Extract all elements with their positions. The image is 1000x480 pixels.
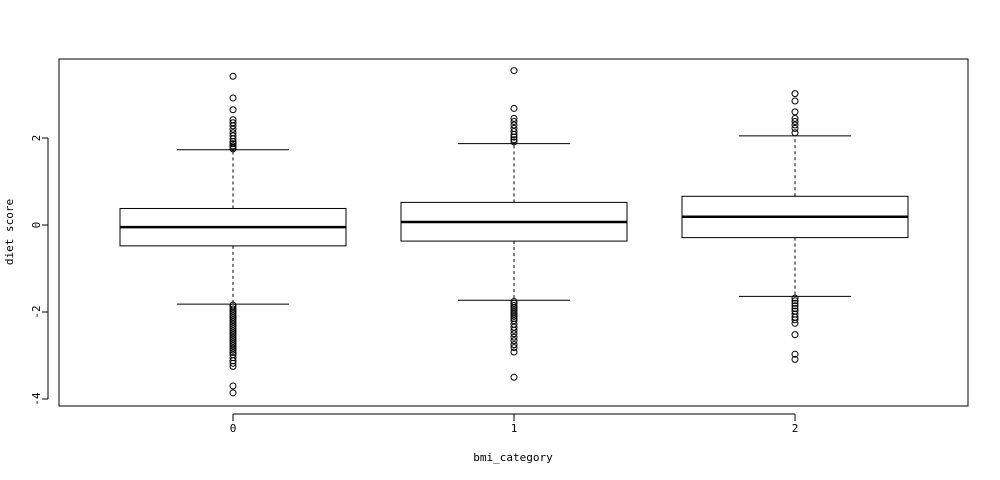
outlier-point [229, 340, 237, 348]
outlier-point [229, 135, 237, 143]
outlier-point [791, 117, 799, 125]
outlier-point [229, 362, 237, 370]
outlier-point [791, 90, 799, 98]
outlier-point [229, 145, 237, 153]
outlier-point [229, 382, 237, 390]
outlier-point [229, 305, 237, 313]
outlier-point [510, 304, 518, 312]
outlier-point [510, 306, 518, 314]
x-tick-label: 1 [511, 422, 518, 435]
outlier-point [229, 329, 237, 337]
outlier-point [510, 341, 518, 349]
outlier-point [510, 117, 518, 125]
outlier-point [791, 129, 799, 137]
outlier-point [510, 310, 518, 318]
outlier-point [229, 314, 237, 322]
outlier-point [791, 350, 799, 358]
outlier-point [510, 337, 518, 345]
outlier-point [510, 333, 518, 341]
outlier-point [510, 308, 518, 316]
outlier-point [229, 346, 237, 354]
outlier-point [791, 355, 799, 363]
outlier-point [229, 94, 237, 102]
outlier-point [229, 359, 237, 367]
x-tick-label: 0 [230, 422, 237, 435]
y-tick-label: 2 [30, 135, 43, 142]
outlier-point [229, 307, 237, 315]
outlier-point [791, 114, 799, 122]
outlier-point [510, 121, 518, 129]
outlier-point [791, 302, 799, 310]
outlier-point [791, 299, 799, 307]
outlier-point [510, 330, 518, 338]
outlier-point [229, 309, 237, 317]
outlier-point [229, 322, 237, 330]
outlier-point [229, 303, 237, 311]
box-group-0 [119, 72, 347, 397]
outlier-point [510, 136, 518, 144]
outlier-point [229, 106, 237, 114]
outlier-point [510, 312, 518, 320]
outlier-point [791, 108, 799, 116]
outlier-point [791, 319, 799, 327]
y-axis: -4 -2 0 2 [30, 135, 49, 406]
outlier-point [510, 326, 518, 334]
outlier-point [510, 114, 518, 122]
outlier-point [229, 122, 237, 130]
outlier-point [510, 348, 518, 356]
y-tick-label: -4 [30, 392, 43, 406]
outlier-point [229, 320, 237, 328]
outlier-point [510, 301, 518, 309]
outlier-point [791, 97, 799, 105]
outlier-point [229, 72, 237, 80]
y-tick-label: 0 [30, 222, 43, 229]
outlier-point [510, 344, 518, 352]
outlier-point [510, 131, 518, 139]
outlier-point [229, 316, 237, 324]
outlier-point [510, 104, 518, 112]
outlier-point [791, 294, 799, 302]
outlier-point [791, 297, 799, 305]
outlier-point [791, 124, 799, 132]
outlier-point [229, 318, 237, 326]
x-axis: 0 1 2 [230, 413, 799, 435]
outlier-point [510, 138, 518, 146]
outlier-point [229, 325, 237, 333]
outlier-point [510, 299, 518, 307]
outlier-point [229, 327, 237, 335]
outlier-point [229, 119, 237, 127]
outlier-point [229, 331, 237, 339]
outlier-point [510, 133, 518, 141]
x-tick-label: 2 [792, 422, 799, 435]
outlier-point [229, 140, 237, 148]
outlier-point [229, 311, 237, 319]
plot-frame [58, 58, 969, 407]
outlier-point [229, 344, 237, 352]
outlier-point [791, 121, 799, 129]
outlier-point [791, 316, 799, 324]
box-group-2 [681, 90, 909, 363]
outlier-point [229, 335, 237, 343]
outlier-point [510, 373, 518, 381]
outlier-point [229, 389, 237, 397]
x-axis-label: bmi_category [473, 451, 553, 464]
outlier-point [229, 348, 237, 356]
outlier-point [510, 317, 518, 325]
y-axis-label: diet score [3, 199, 16, 265]
outlier-point [229, 125, 237, 133]
outlier-point [510, 323, 518, 331]
outlier-point [510, 67, 518, 75]
outlier-point [791, 331, 799, 339]
box-group-1 [400, 67, 628, 381]
outlier-point [229, 338, 237, 346]
y-tick-label: -2 [30, 305, 43, 318]
outlier-point [229, 342, 237, 350]
outlier-point [229, 333, 237, 341]
boxes-layer [119, 67, 909, 397]
